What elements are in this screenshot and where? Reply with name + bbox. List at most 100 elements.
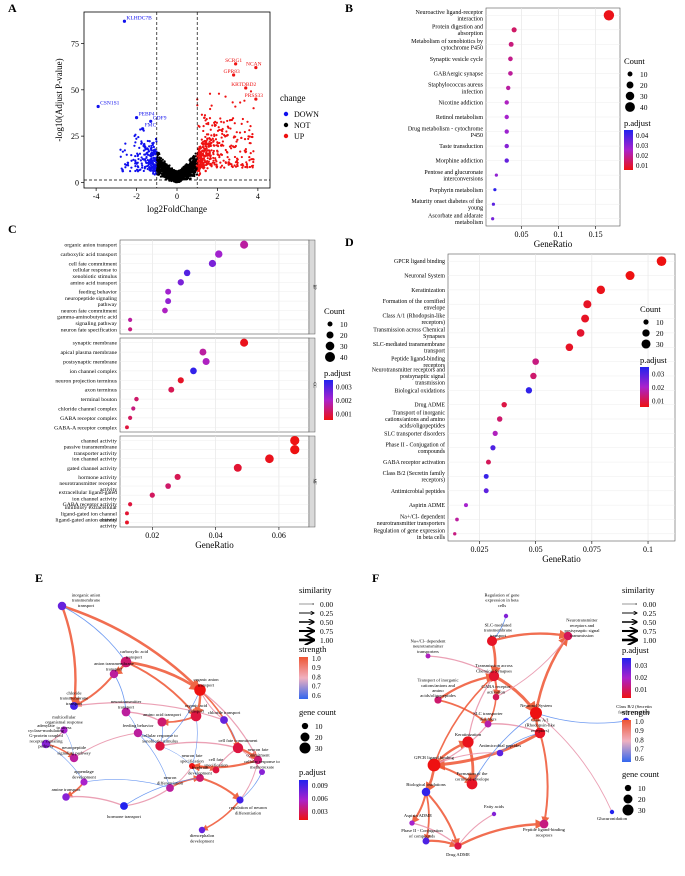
dot-point: [125, 511, 129, 516]
dot-point: [453, 532, 457, 536]
dot-point: [290, 445, 300, 455]
volcano-point: [247, 137, 250, 141]
network-edge: [433, 675, 495, 766]
network-node: [198, 826, 206, 834]
volcano-point: [140, 142, 143, 145]
dot-point: [174, 473, 181, 481]
network-node-label: carboxylic acid transport: [120, 649, 149, 659]
volcano-point: [152, 141, 155, 145]
volcano-point: [203, 114, 207, 117]
dot-point: [128, 317, 133, 322]
volcano-point: [218, 154, 221, 157]
volcano-point: [157, 151, 160, 154]
category-label: channel activity: [81, 439, 117, 445]
category-label: Na+/Cl- dependent neurotransmitter transp…: [377, 514, 446, 527]
category-label: hormone activity: [78, 475, 117, 481]
size-legend-key: [625, 91, 635, 101]
volcano-point: [173, 173, 176, 177]
volcano-point: [146, 148, 149, 151]
volcano-point: [137, 157, 140, 161]
x-tick-label: 0.02: [145, 531, 159, 540]
volcano-point: [236, 138, 239, 141]
volcano-point: [213, 161, 216, 164]
volcano-point: [119, 148, 122, 151]
network-node-label: organic acid transport: [185, 703, 208, 713]
legend-label-not: NOT: [294, 121, 311, 130]
volcano-point: [223, 166, 226, 169]
volcano-point: [239, 150, 242, 153]
network-node: [466, 778, 478, 790]
volcano-point: [121, 150, 124, 153]
network-node-label: neuron fate specification: [180, 753, 204, 763]
network-node: [236, 796, 244, 804]
volcano-point: [230, 147, 233, 150]
volcano-point: [206, 157, 209, 160]
dot-point: [215, 250, 223, 258]
category-label: Morphine addiction: [436, 159, 484, 165]
volcano-point: [220, 136, 223, 139]
network-edge: [425, 791, 460, 847]
volcano-point: [149, 154, 152, 158]
volcano-point: [208, 117, 212, 120]
volcano-point: [249, 125, 252, 128]
network-node-label: Antimicrobial peptides: [479, 743, 521, 748]
network-node-label: Drug ADME: [446, 852, 470, 857]
network-edge: [457, 819, 545, 848]
volcano-point: [192, 154, 195, 158]
volcano-point: [209, 144, 212, 147]
dot-point: [125, 520, 129, 525]
dot-point: [565, 343, 574, 352]
gene-point: [254, 65, 258, 70]
volcano-point: [231, 117, 235, 120]
volcano-point: [192, 164, 195, 167]
volcano-point: [242, 164, 245, 167]
volcano-point: [149, 152, 153, 156]
strength-legend-label: 0.6: [312, 692, 321, 700]
network-node-label: neuron differentiation: [157, 775, 184, 785]
volcano-point: [159, 168, 162, 171]
volcano-point: [199, 155, 203, 158]
network-edge: [411, 791, 427, 824]
volcano-point: [207, 142, 210, 145]
network-node: [157, 717, 167, 727]
size-legend-key: [626, 81, 634, 89]
volcano-point: [140, 156, 143, 159]
dot-point: [530, 372, 537, 380]
network-node-label: neurotransmitter transport: [111, 699, 142, 709]
category-label: feeding behavior: [79, 289, 117, 296]
network-edge: [191, 758, 259, 772]
size-legend-key: [625, 102, 635, 112]
panel-d-dotplot: GPCR ligand binding Neuronal System Kerati…: [372, 253, 676, 564]
network-edge: [491, 629, 569, 643]
volcano-point: [212, 149, 215, 153]
dot-point: [128, 415, 133, 420]
panel-letter-E: E: [35, 571, 43, 585]
network-node-label: cellular response to methotrexate: [244, 759, 280, 769]
volcano-point: [186, 165, 190, 168]
volcano-point: [146, 165, 149, 168]
volcano-point: [220, 120, 223, 123]
volcano-point: [159, 175, 163, 178]
dot-point: [603, 10, 615, 21]
volcano-point: [231, 145, 235, 148]
network-node: [434, 696, 442, 704]
dot-point: [455, 517, 459, 522]
volcano-point: [236, 163, 239, 166]
volcano-point: [148, 145, 151, 148]
volcano-point: [205, 154, 208, 157]
volcano-point: [205, 122, 208, 125]
volcano-point: [201, 152, 205, 155]
padj-legend-label: 0.006: [312, 795, 328, 803]
network-edge: [427, 655, 495, 677]
volcano-point: [224, 95, 227, 98]
gene-label: PRSS33: [245, 93, 264, 99]
x-axis-title: GeneRatio: [534, 239, 573, 249]
volcano-point: [148, 166, 151, 169]
volcano-point: [193, 169, 196, 173]
volcano-point: [146, 151, 149, 154]
volcano-point: [228, 145, 232, 148]
volcano-point: [251, 133, 254, 136]
volcano-point: [130, 154, 133, 157]
volcano-point: [150, 149, 153, 152]
network-edge: [137, 732, 171, 789]
